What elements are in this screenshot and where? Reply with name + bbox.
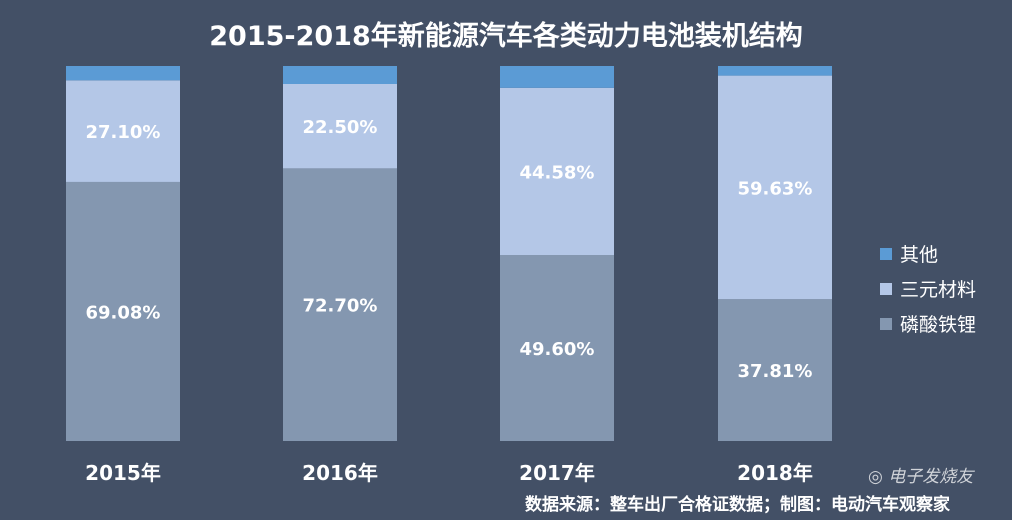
data-label: 22.50% — [303, 117, 378, 138]
legend-label: 其他 — [900, 244, 939, 266]
x-tick-label: 2015年 — [85, 461, 161, 485]
watermark-logo: ◎ 电子发烧友 — [868, 467, 974, 487]
bar-segment — [718, 299, 832, 441]
bar-segment — [66, 80, 180, 182]
data-label: 59.63% — [738, 178, 813, 199]
bar-segment — [500, 255, 614, 441]
data-label: 44.58% — [520, 162, 595, 183]
bar-segment — [66, 181, 180, 441]
bar-segment — [283, 168, 397, 441]
legend-item: 三元材料 — [880, 271, 976, 306]
chart-title: 2015-2018年新能源汽车各类动力电池装机结构 — [209, 21, 803, 52]
legend-swatch — [880, 317, 892, 330]
data-label: 49.60% — [520, 339, 595, 360]
data-label: 37.81% — [738, 361, 813, 382]
legend: 其他三元材料磷酸铁锂 — [880, 236, 976, 341]
bar-segment — [66, 66, 180, 81]
bar-segment — [283, 84, 397, 169]
source-note: 数据来源：整车出厂合格证数据；制图：电动汽车观察家 — [525, 495, 950, 515]
data-label: 27.10% — [86, 122, 161, 143]
legend-swatch — [880, 247, 892, 260]
legend-swatch — [880, 282, 892, 295]
legend-label: 磷酸铁锂 — [900, 314, 977, 336]
legend-item: 其他 — [880, 236, 976, 271]
legend-label: 三元材料 — [900, 279, 977, 301]
data-label: 72.70% — [303, 296, 378, 317]
x-tick-label: 2016年 — [302, 461, 378, 485]
bar-segment — [500, 87, 614, 255]
data-label: 69.08% — [86, 302, 161, 323]
bar-segment — [718, 66, 832, 76]
bar-segment — [283, 66, 397, 84]
bar-segment — [500, 66, 614, 88]
x-tick-label: 2018年 — [737, 461, 813, 485]
bar-segment — [718, 75, 832, 300]
x-tick-label: 2017年 — [519, 461, 595, 485]
legend-item: 磷酸铁锂 — [880, 306, 976, 341]
